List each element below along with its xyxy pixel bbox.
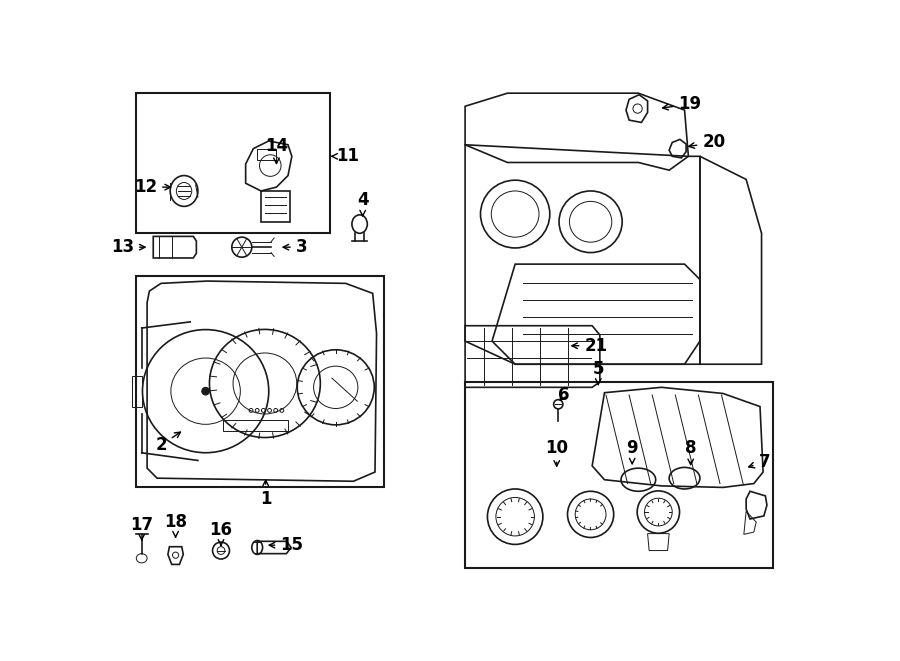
Text: 17: 17	[130, 516, 153, 540]
Text: 14: 14	[265, 137, 288, 163]
Text: 21: 21	[572, 336, 608, 355]
Text: 1: 1	[260, 480, 272, 508]
Ellipse shape	[202, 387, 210, 395]
Text: 3: 3	[284, 238, 307, 256]
Text: 13: 13	[111, 238, 145, 256]
Text: 9: 9	[626, 439, 638, 464]
Text: 2: 2	[156, 432, 181, 454]
Text: 7: 7	[749, 453, 770, 471]
Text: 19: 19	[662, 95, 701, 113]
Text: 4: 4	[357, 190, 368, 216]
Text: 6: 6	[557, 386, 569, 404]
Text: 5: 5	[592, 360, 604, 385]
Text: 20: 20	[688, 134, 725, 151]
Text: 18: 18	[164, 514, 187, 537]
Text: 8: 8	[685, 439, 697, 465]
Text: 12: 12	[134, 178, 170, 196]
Text: 11: 11	[332, 147, 359, 165]
Text: 16: 16	[210, 521, 232, 545]
Text: 15: 15	[269, 536, 303, 554]
Text: 10: 10	[545, 439, 568, 466]
